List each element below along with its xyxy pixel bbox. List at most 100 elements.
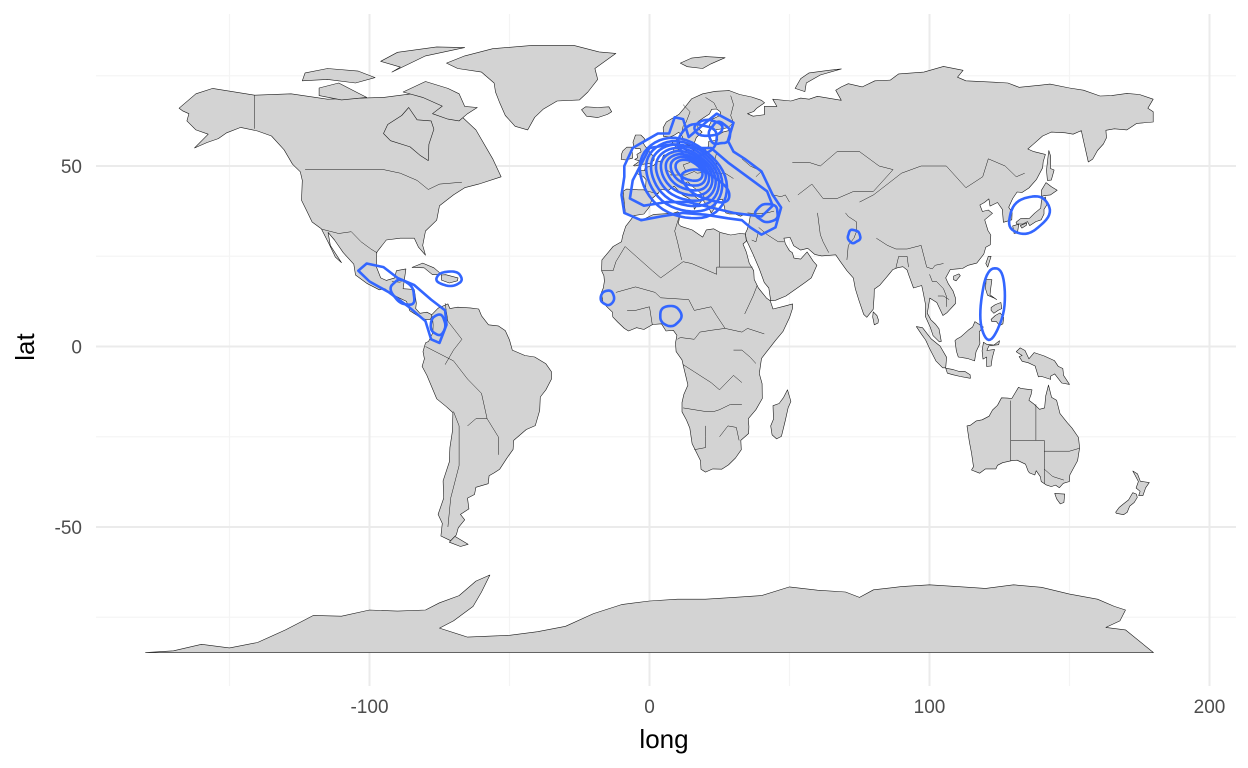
country-border [751,230,759,243]
density-contour-colombia [429,313,447,337]
land-antarctica [145,574,1154,653]
land-new-guinea [1016,347,1070,385]
land-sumatra [916,326,947,369]
country-border [624,246,753,279]
land-arctic-islands [302,68,376,84]
density-contour-central-america-inner [389,278,416,306]
country-border [817,212,829,253]
y-tick-label: 50 [61,157,82,178]
x-tick-label: 200 [1194,697,1226,718]
country-border [895,256,909,268]
density-contour-europe-inner-4 [654,146,717,202]
density-contour-balkans [680,168,731,204]
x-tick-label: 100 [914,697,946,718]
density-contour-europe-inner-3 [649,143,721,208]
country-borders [254,95,1080,528]
y-axis-title: lat [10,332,40,360]
density-contour-europe-inner-2 [644,139,724,213]
land-greenland [446,45,617,131]
country-border [683,404,742,412]
country-border [694,425,706,450]
density-contour-europe-inner-1 [638,136,729,220]
density-contour-turkey-east [753,202,779,224]
y-tick-label: -50 [55,518,82,539]
density-contours [357,112,1052,345]
country-border [682,364,743,391]
country-border [321,228,378,254]
land-visayas [990,302,1002,314]
country-border [444,303,463,365]
country-border [615,286,765,335]
x-tick-label: -100 [350,697,388,718]
country-border [447,411,460,528]
land-tasmania [1054,493,1065,505]
y-tick-label: 0 [71,338,82,359]
density-contour-baltic [707,120,732,146]
country-border [937,295,950,300]
land-luzon [985,279,997,300]
land-svalbard [680,56,726,69]
country-border [758,227,784,243]
country-border [425,346,499,455]
country-border [859,158,1025,203]
density-contour-europe-outer [620,112,783,236]
land-nz-north-island [1132,470,1150,496]
density-contour-india [846,228,862,245]
density-contour-finland [693,118,724,138]
land-sri-lanka [872,311,879,326]
land-novaya-zemlya [794,68,842,92]
land-south-america [421,303,552,541]
density-contour-europe-inner-5 [659,149,714,197]
x-tick-label: 0 [644,697,655,718]
land-nz-south-island [1115,492,1138,515]
land-sakhalin [1046,150,1055,181]
land-ellesmere-island [380,46,465,73]
land-victoria-island [318,82,367,101]
land-java [945,367,971,379]
country-border [733,349,757,364]
country-border [719,425,740,441]
country-border [1044,448,1080,452]
land-borneo [954,321,984,362]
country-border [627,306,653,325]
country-border [467,418,488,427]
country-border [797,169,894,199]
world-land [145,45,1154,653]
density-contour-europe-inner-7 [669,155,708,187]
country-border [923,256,944,270]
land-australia [966,384,1080,488]
land-baffin-island [402,81,478,122]
country-border [677,328,726,340]
land-taiwan [985,256,992,268]
country-border [674,212,682,260]
land-hispaniola [440,274,459,284]
land-hokkaido [1041,182,1058,197]
density-contour-europe-inner-8 [674,158,704,182]
country-border [792,151,894,170]
density-contour-caribbean [435,270,463,288]
land-tierra-del-fuego [449,536,469,547]
density-contour-europe-inner-6 [664,152,711,192]
density-contour-japan [1007,195,1052,236]
land-cuba [411,262,442,275]
land-hudson-bay [383,107,435,161]
country-border [705,97,717,109]
density-contour-philippines [979,267,1007,342]
land-africa [601,211,793,473]
density-contour-nigeria [659,304,683,328]
land-shikoku [1019,222,1027,229]
land-hainan [953,273,961,282]
land-eurasia [622,66,1154,343]
country-border [305,169,462,190]
country-border [772,194,790,203]
land-japan-honshu [1015,196,1048,226]
land-iceland [581,106,612,118]
x-axis-ticks: -100 0 100 200 [350,697,1225,718]
country-border [601,246,626,271]
y-axis-ticks: -50 0 50 [55,157,82,539]
land-madagascar [770,389,792,440]
country-border [876,237,925,257]
country-border [747,210,775,214]
x-axis-title: long [639,724,688,754]
